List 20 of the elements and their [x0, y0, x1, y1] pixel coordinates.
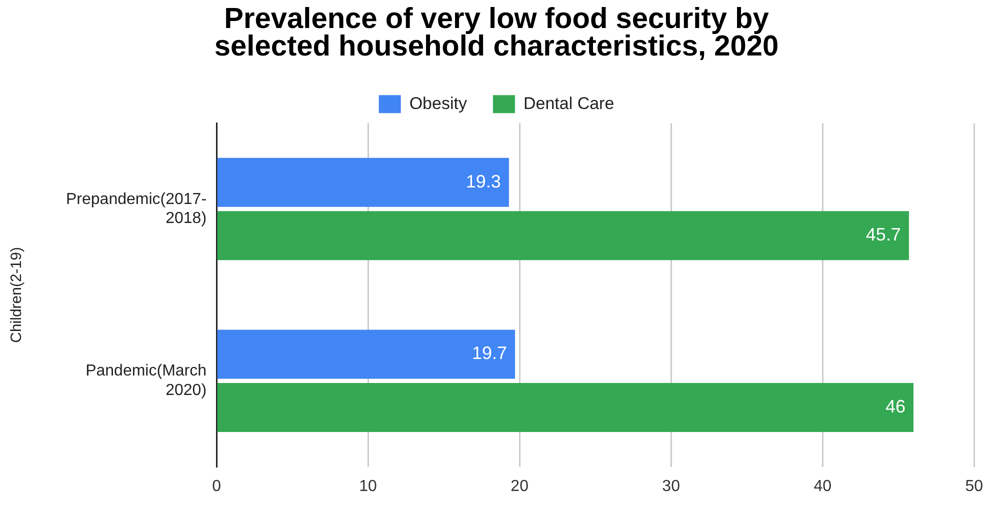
bar — [217, 330, 516, 379]
chart-title: Prevalence of very low food security by selected household characteristics, 2020 — [214, 2, 779, 62]
y-axis-title: Children(2-19) — [8, 247, 26, 343]
x-tick-label: 20 — [510, 478, 529, 495]
y-tick-label: Prepandemic(2017-2018) — [66, 190, 207, 228]
data-label: 19.3 — [466, 171, 501, 192]
bar — [217, 211, 909, 260]
data-label: 45.7 — [866, 224, 901, 245]
x-tick-label: 50 — [965, 478, 984, 495]
bar — [217, 158, 509, 207]
x-tick-label: 40 — [814, 478, 832, 495]
data-label: 19.7 — [472, 343, 508, 364]
x-tick-label: 30 — [662, 478, 680, 495]
legend-label: Dental Care — [523, 94, 614, 113]
bar — [217, 383, 914, 432]
x-tick-label: 0 — [212, 478, 222, 495]
y-tick-label: Pandemic(March 2020) — [86, 362, 207, 399]
legend-label: Obesity — [409, 94, 468, 113]
x-tick-label: 10 — [359, 478, 378, 495]
data-label: 46 — [885, 396, 906, 416]
